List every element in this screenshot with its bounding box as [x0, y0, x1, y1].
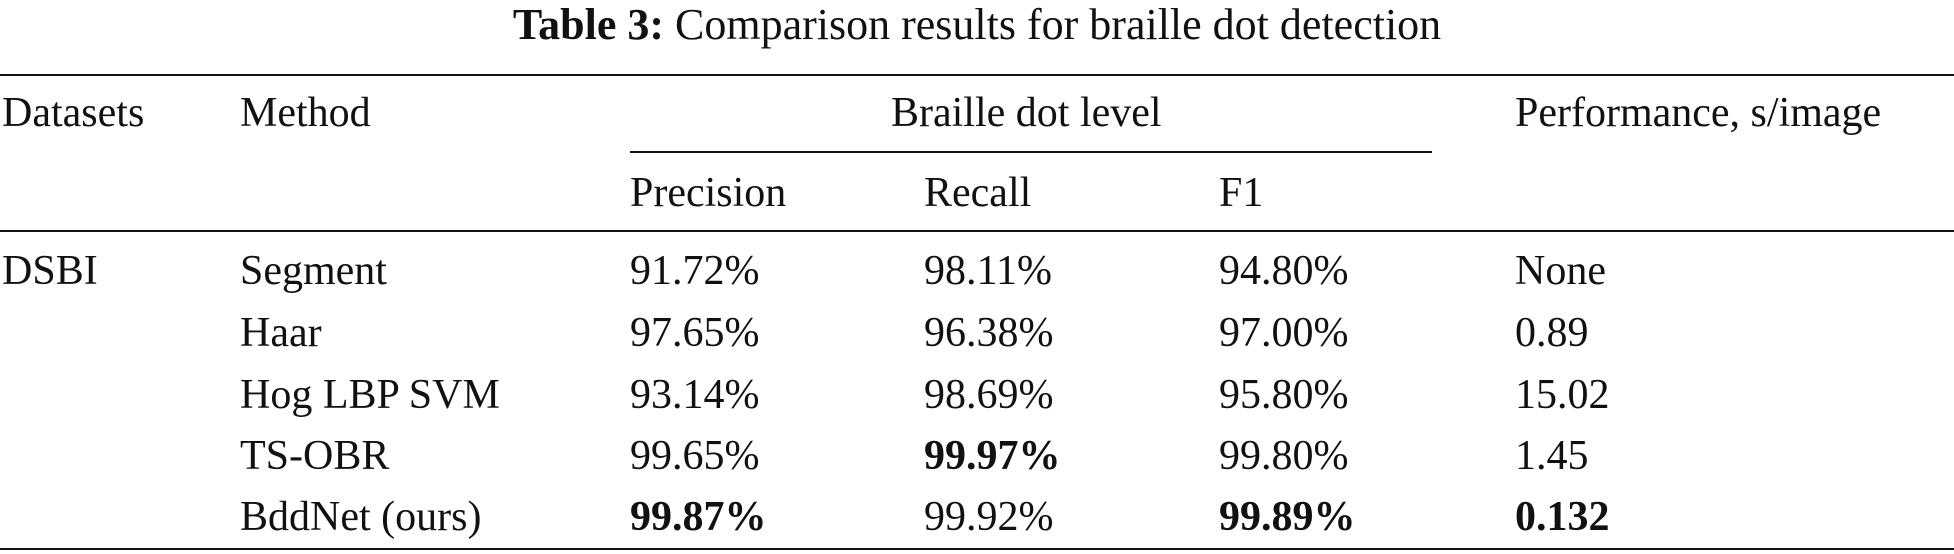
table-row-recall-best: 99.97% — [924, 433, 1061, 479]
table-row-f1: 99.80% — [1219, 433, 1349, 479]
table-row-method: BddNet (ours) — [240, 494, 482, 540]
table-row-method: Hog LBP SVM — [240, 372, 500, 418]
table-caption: Table 3: Comparison results for braille … — [0, 0, 1954, 50]
header-rule — [0, 230, 1954, 232]
header-f1: F1 — [1219, 170, 1264, 216]
table-row-performance: 0.89 — [1515, 310, 1589, 356]
table-caption-text: Comparison results for braille dot detec… — [675, 0, 1442, 49]
table-row-performance-best: 0.132 — [1515, 494, 1610, 540]
table-row-precision-best: 99.87% — [630, 494, 767, 540]
table-row-recall: 99.92% — [924, 494, 1054, 540]
dataset-name: DSBI — [2, 248, 98, 294]
table-row-method: Haar — [240, 310, 322, 356]
table-row-performance: 1.45 — [1515, 433, 1589, 479]
table-row-method: TS-OBR — [240, 433, 390, 479]
table-row-recall: 98.11% — [924, 248, 1052, 294]
bottom-rule — [0, 548, 1954, 550]
table-row-f1-best: 99.89% — [1219, 494, 1356, 540]
table-row-f1: 94.80% — [1219, 248, 1349, 294]
header-datasets: Datasets — [2, 90, 145, 136]
table-row-f1: 95.80% — [1219, 372, 1349, 418]
table-row-recall: 98.69% — [924, 372, 1054, 418]
group-rule — [630, 151, 1432, 153]
header-precision: Precision — [630, 170, 787, 216]
table-row-method: Segment — [240, 248, 387, 294]
table-row-f1: 97.00% — [1219, 310, 1349, 356]
top-rule — [0, 74, 1954, 76]
header-performance: Performance, s/image — [1515, 90, 1882, 136]
header-recall: Recall — [924, 170, 1032, 216]
header-braille-dot-level: Braille dot level — [891, 90, 1162, 136]
table-row-precision: 99.65% — [630, 433, 760, 479]
table-row-performance: None — [1515, 248, 1606, 294]
table-row-performance: 15.02 — [1515, 372, 1610, 418]
table-row-precision: 97.65% — [630, 310, 760, 356]
table-row-recall: 96.38% — [924, 310, 1054, 356]
header-method: Method — [240, 90, 371, 136]
table-row-precision: 93.14% — [630, 372, 760, 418]
table-caption-label: Table 3: — [512, 0, 665, 49]
table-row-precision: 91.72% — [630, 248, 760, 294]
